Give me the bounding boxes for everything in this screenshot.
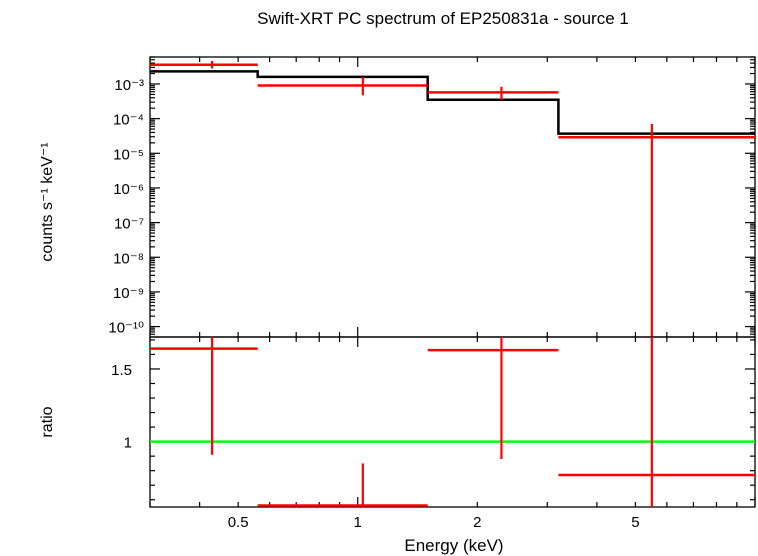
data-point: [427, 86, 559, 100]
model-step-path: [150, 70, 755, 135]
x-tick-label: 5: [631, 514, 639, 531]
ratio-y-axis-label: ratio: [39, 406, 56, 437]
y-tick-label: 1.5: [111, 362, 132, 379]
ratio-point: [257, 463, 428, 507]
spectrum-panel: 10⁻¹⁰ 10⁻⁹ 10⁻⁸ 10⁻⁷ 10⁻⁶ 10⁻⁵ 10⁻⁴ 10⁻³ counts…: [39, 56, 756, 338]
energy-x-ticks: 0.5 1 2 5: [149, 57, 756, 531]
energy-x-axis-label: Energy (keV): [404, 536, 503, 555]
y-tick-label: 10⁻⁶: [113, 181, 144, 198]
data-point: [558, 123, 755, 337]
y-tick-label: 1: [124, 435, 132, 452]
ratio-data-points: [150, 337, 755, 507]
chart-title: Swift-XRT PC spectrum of EP250831a - sou…: [257, 9, 629, 28]
data-point: [257, 76, 428, 96]
y-tick-label: 10⁻⁴: [113, 112, 144, 129]
y-tick-label: 10⁻⁸: [113, 250, 144, 267]
x-tick-label: 2: [473, 514, 481, 531]
spectrum-y-ticks: 10⁻¹⁰ 10⁻⁹ 10⁻⁸ 10⁻⁷ 10⁻⁶ 10⁻⁵ 10⁻⁴ 10⁻³: [108, 56, 755, 337]
spectrum-data-points: [150, 60, 755, 337]
x-tick-label: 0.5: [228, 514, 249, 531]
y-tick-label: 10⁻⁹: [113, 285, 144, 302]
model-step-line: [150, 70, 755, 135]
x-tick-label: 1: [354, 514, 362, 531]
ratio-point: [427, 337, 559, 460]
y-tick-label: 10⁻³: [114, 77, 144, 94]
ratio-panel: 1 1.5 0.5 1 2 5 ratio Energy (keV): [39, 57, 756, 555]
ratio-panel-frame: [149, 336, 756, 508]
spectrum-y-axis-label: counts s⁻¹ keV⁻¹: [39, 142, 56, 261]
y-tick-label: 10⁻⁵: [113, 146, 144, 163]
ratio-point: [150, 337, 258, 455]
y-tick-label: 10⁻⁷: [114, 216, 144, 233]
ratio-point: [558, 337, 755, 507]
y-tick-label: 10⁻¹⁰: [108, 320, 144, 337]
data-point: [150, 60, 258, 69]
